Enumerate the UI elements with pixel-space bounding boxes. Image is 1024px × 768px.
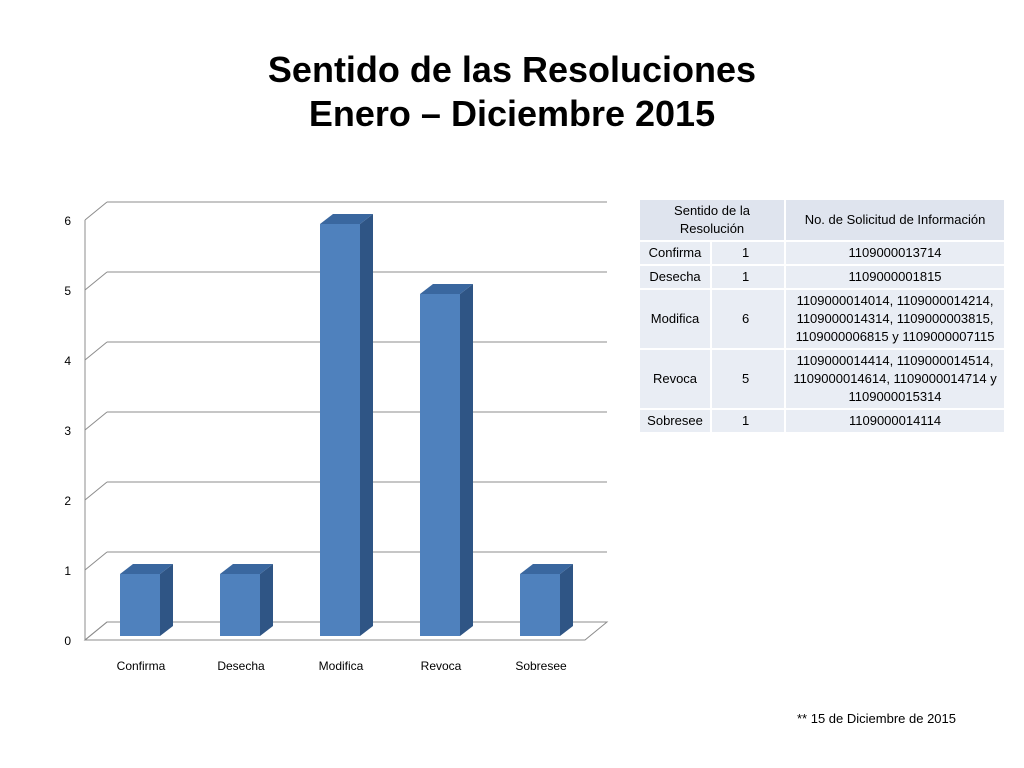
row-resolution: Sobresee — [638, 408, 712, 434]
bar-side — [260, 564, 273, 636]
bar — [220, 574, 260, 636]
bar — [520, 574, 560, 636]
bar-top — [220, 564, 273, 574]
y-tick-label: 0 — [64, 634, 71, 648]
table-row: Sobresee 1 1109000014114 — [638, 408, 1007, 434]
row-request-numbers: 1109000001815 — [784, 264, 1007, 290]
bar-side — [160, 564, 173, 636]
y-tick-label: 2 — [64, 494, 71, 508]
x-tick-label: Sobresee — [515, 659, 567, 673]
header-request-numbers: No. de Solicitud de Información — [784, 198, 1007, 242]
y-tick-label: 4 — [64, 354, 71, 368]
bar — [120, 574, 160, 636]
row-resolution: Confirma — [638, 240, 712, 266]
y-tick-label: 5 — [64, 284, 71, 298]
bar-side — [460, 284, 473, 636]
x-tick-label: Confirma — [117, 659, 166, 673]
table-row: Modifica 6 1109000014014, 1109000014214, 1… — [638, 288, 1007, 350]
y-tick-label: 3 — [64, 424, 71, 438]
slide-title: Sentido de las Resoluciones Enero – Dici… — [0, 48, 1024, 136]
gridline-side — [84, 551, 108, 571]
row-resolution: Desecha — [638, 264, 712, 290]
chart-floor — [83, 621, 609, 641]
y-tick-label: 6 — [64, 214, 71, 228]
y-tick-label: 1 — [64, 564, 71, 578]
resolutions-table: Sentido de la Resolución No. de Solicitu… — [637, 198, 1007, 434]
row-request-numbers: 1109000014014, 1109000014214, 1109000014… — [784, 288, 1007, 350]
table-row: Confirma 1 1109000013714 — [638, 240, 1007, 266]
row-resolution: Modifica — [638, 288, 712, 350]
gridline-side — [84, 201, 108, 221]
gridline-side — [84, 341, 108, 361]
bar-side — [560, 564, 573, 636]
row-count: 6 — [709, 288, 787, 350]
row-request-numbers: 1109000014414, 1109000014514, 1109000014… — [784, 348, 1007, 410]
row-count: 1 — [709, 264, 787, 290]
table-row: Revoca 5 1109000014414, 1109000014514, 110… — [638, 348, 1007, 410]
bar-chart: 0 1 2 3 4 5 6 Confirma Desecha Modifica Revoca Sobr… — [64, 201, 609, 673]
row-count: 1 — [709, 240, 787, 266]
bar-top — [320, 214, 373, 224]
bar-side — [360, 214, 373, 636]
bar-top — [120, 564, 173, 574]
row-resolution: Revoca — [638, 348, 712, 410]
table-header-row: Sentido de la Resolución No. de Solicitu… — [637, 198, 1007, 242]
x-tick-label: Desecha — [217, 659, 265, 673]
bar-top — [420, 284, 473, 294]
bar-top — [520, 564, 573, 574]
row-count: 1 — [709, 408, 787, 434]
gridline-side — [84, 411, 108, 431]
row-count: 5 — [709, 348, 787, 410]
gridline-side — [84, 481, 108, 501]
row-request-numbers: 1109000014114 — [784, 408, 1007, 434]
footnote: ** 15 de Diciembre de 2015 — [797, 711, 956, 726]
title-line-1: Sentido de las Resoluciones — [267, 49, 757, 90]
x-tick-label: Revoca — [421, 659, 462, 673]
row-request-numbers: 1109000013714 — [784, 240, 1007, 266]
table-row: Desecha 1 1109000001815 — [638, 264, 1007, 290]
gridline-side — [84, 271, 108, 291]
header-resolution: Sentido de la Resolución — [637, 198, 787, 242]
bar — [420, 294, 460, 636]
title-line-2: Enero – Diciembre 2015 — [308, 93, 716, 134]
bar — [320, 224, 360, 636]
x-tick-label: Modifica — [319, 659, 364, 673]
